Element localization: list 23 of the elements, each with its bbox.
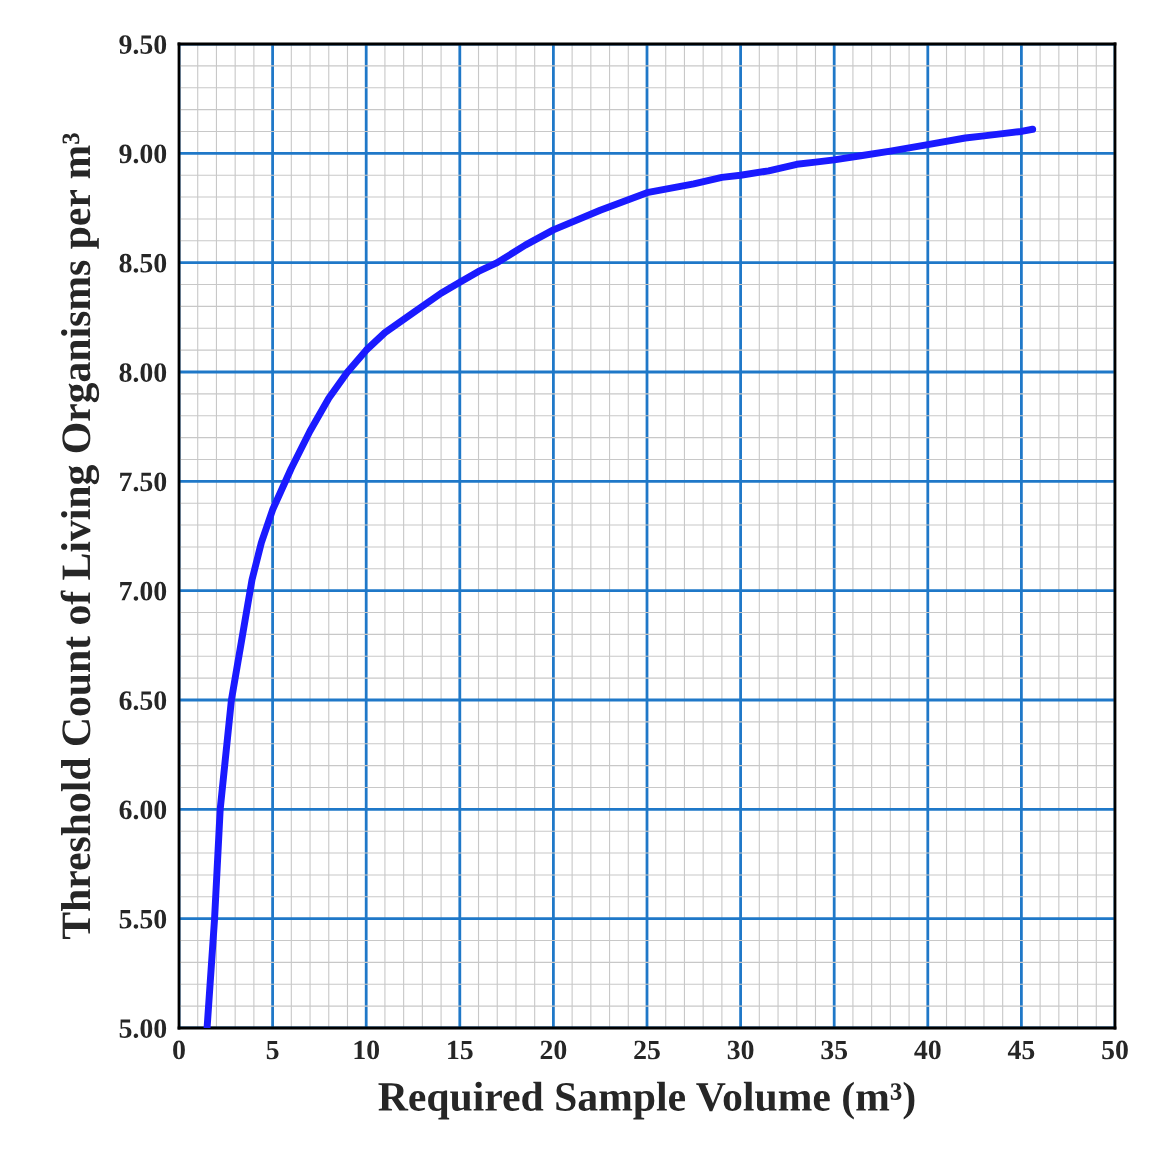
y-tick-label: 9.00 [119,144,167,164]
x-tick-label: 0 [173,1040,185,1060]
x-tick-label: 25 [634,1040,660,1060]
y-tick-label: 9.50 [119,35,167,55]
y-tick-label: 8.50 [119,253,167,273]
y-tick-label: 5.00 [119,1019,167,1039]
x-tick-label: 40 [914,1040,941,1060]
y-tick-label: 7.00 [120,581,167,601]
x-tick-label: 30 [727,1040,754,1060]
y-tick-label: 7.50 [120,472,167,492]
y-tick-label: 5.50 [119,909,167,929]
x-axis-title: Required Sample Volume (m³) [378,1081,915,1120]
y-tick-label: 6.00 [119,800,167,820]
y-axis-title: Threshold Count of Living Organisms per m³ [60,133,100,940]
y-tick-label: 8.00 [119,363,167,383]
x-tick-label: 35 [821,1040,848,1060]
x-tick-label: 5 [266,1040,279,1060]
x-tick-label: 50 [1102,1040,1128,1060]
x-tick-label: 20 [540,1040,567,1060]
x-tick-label: 15 [448,1040,473,1060]
y-tick-label: 6.50 [119,691,167,711]
x-tick-label: 45 [1007,1040,1035,1060]
x-tick-label: 10 [354,1040,380,1060]
